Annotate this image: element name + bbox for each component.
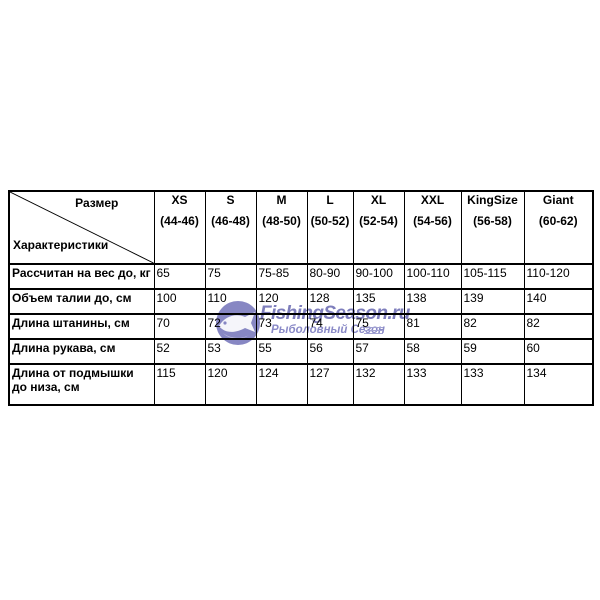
table-cell: 110-120	[523, 263, 594, 290]
table-cell: 115	[153, 363, 206, 406]
table-cell: 75-85	[255, 263, 308, 290]
table-cell: 59	[460, 338, 525, 365]
table-cell: 57	[352, 338, 405, 365]
column-size-label: XS	[171, 193, 188, 207]
table-cell: 135	[352, 288, 405, 315]
table-header-row: Размер Характеристики XS (44-46) S (46-48) M…	[8, 190, 594, 265]
table-cell: 75	[204, 263, 257, 290]
table-cell: 139	[460, 288, 525, 315]
column-header-l: L (50-52)	[306, 190, 354, 265]
table-cell: 140	[523, 288, 594, 315]
row-label: Длина от подмышки до низа, см	[8, 363, 155, 406]
column-size-label: KingSize	[467, 193, 518, 207]
table-cell: 52	[153, 338, 206, 365]
table-cell: 132	[352, 363, 405, 406]
table-row: Длина рукава, см 52 53 55 56 57 58 59 60	[8, 338, 594, 365]
column-range-label: (54-56)	[413, 214, 452, 228]
table-cell: 110	[204, 288, 257, 315]
table-row: Объем талии до, см 100 110 120 128 135 138 139 1…	[8, 288, 594, 315]
corner-size-label: Размер	[75, 196, 119, 210]
table-cell: 72	[204, 313, 257, 340]
column-header-xxl: XXL (54-56)	[403, 190, 462, 265]
table-cell: 127	[306, 363, 354, 406]
table-cell: 75	[352, 313, 405, 340]
column-size-label: M	[276, 193, 287, 207]
column-header-xs: XS (44-46)	[153, 190, 206, 265]
row-label: Рассчитан на вес до, кг	[8, 263, 155, 290]
column-header-xl: XL (52-54)	[352, 190, 405, 265]
column-size-label: XL	[370, 193, 387, 207]
table-cell: 81	[403, 313, 462, 340]
column-range-label: (44-46)	[160, 214, 199, 228]
table-cell: 100-110	[403, 263, 462, 290]
table-cell: 82	[460, 313, 525, 340]
table-body: Рассчитан на вес до, кг 65 75 75-85 80-90 90-…	[8, 263, 594, 406]
column-range-label: (56-58)	[473, 214, 512, 228]
table-cell: 105-115	[460, 263, 525, 290]
column-range-label: (60-62)	[538, 214, 578, 228]
size-table: Размер Характеристики XS (44-46) S (46-48) M…	[8, 190, 594, 406]
table-cell: 73	[255, 313, 308, 340]
table-row: Рассчитан на вес до, кг 65 75 75-85 80-90 90-…	[8, 263, 594, 290]
table-cell: 56	[306, 338, 354, 365]
table-row: Длина от подмышки до низа, см 115 120 124 12…	[8, 363, 594, 406]
column-header-giant: Giant (60-62)	[523, 190, 594, 265]
row-label: Длина штанины, см	[8, 313, 155, 340]
row-label: Объем талии до, см	[8, 288, 155, 315]
table-cell: 128	[306, 288, 354, 315]
size-table-container: Размер Характеристики XS (44-46) S (46-48) M…	[8, 190, 594, 406]
table-cell: 82	[523, 313, 594, 340]
column-size-label: Giant	[542, 193, 574, 207]
table-cell: 55	[255, 338, 308, 365]
table-cell: 138	[403, 288, 462, 315]
table-cell: 60	[523, 338, 594, 365]
table-cell: 120	[204, 363, 257, 406]
corner-characteristics-label: Характеристики	[13, 238, 109, 252]
table-cell: 100	[153, 288, 206, 315]
column-header-s: S (46-48)	[204, 190, 257, 265]
column-size-label: L	[326, 193, 334, 207]
table-cell: 70	[153, 313, 206, 340]
column-header-kingsize: KingSize (56-58)	[460, 190, 525, 265]
column-range-label: (46-48)	[211, 214, 250, 228]
table-cell: 134	[523, 363, 594, 406]
table-cell: 120	[255, 288, 308, 315]
table-cell: 124	[255, 363, 308, 406]
table-cell: 133	[460, 363, 525, 406]
table-cell: 58	[403, 338, 462, 365]
table-cell: 133	[403, 363, 462, 406]
row-label: Длина рукава, см	[8, 338, 155, 365]
table-cell: 65	[153, 263, 206, 290]
column-size-label: S	[226, 193, 235, 207]
table-cell: 90-100	[352, 263, 405, 290]
table-row: Длина штанины, см 70 72 73 74 75 81 82 82	[8, 313, 594, 340]
column-range-label: (52-54)	[359, 214, 398, 228]
corner-cell: Размер Характеристики	[8, 190, 155, 265]
diagonal-divider-line	[10, 193, 153, 262]
column-size-label: XXL	[420, 193, 445, 207]
column-header-m: M (48-50)	[255, 190, 308, 265]
table-cell: 53	[204, 338, 257, 365]
column-range-label: (50-52)	[310, 214, 350, 228]
table-cell: 80-90	[306, 263, 354, 290]
column-range-label: (48-50)	[262, 214, 301, 228]
table-cell: 74	[306, 313, 354, 340]
